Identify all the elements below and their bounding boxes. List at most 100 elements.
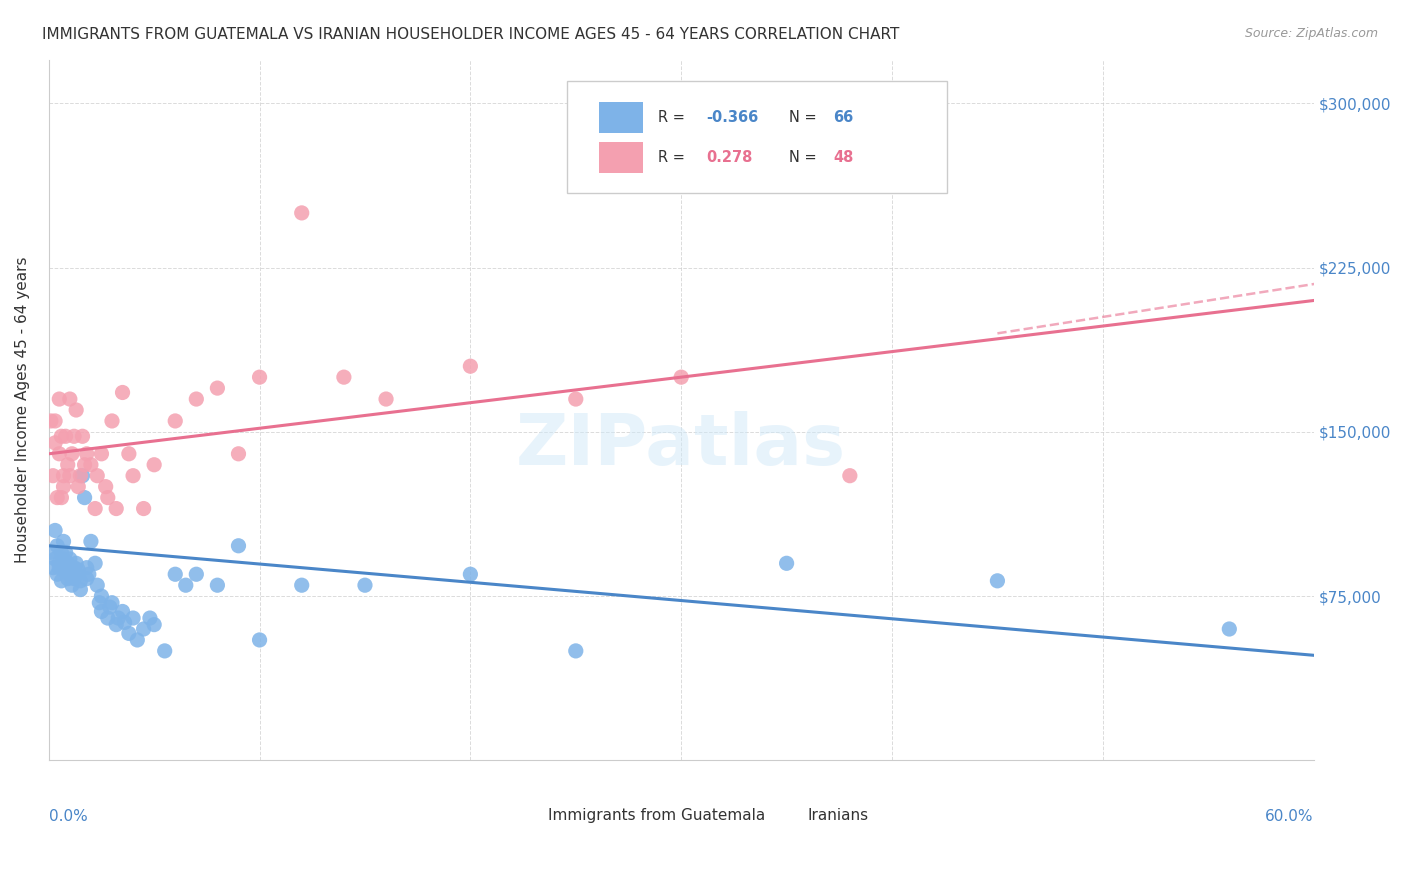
Point (86, 578, 108, 592)
Point (111, 385, 134, 400)
Bar (599, 102, 644, 133)
Point (460, 567, 482, 582)
Bar (505, 803, 536, 830)
Point (186, 392, 208, 406)
Point (80, 534, 103, 549)
Text: IMMIGRANTS FROM GUATEMALA VS IRANIAN HOUSEHOLDER INCOME AGES 45 - 64 YEARS CORRE: IMMIGRANTS FROM GUATEMALA VS IRANIAN HOU… (42, 27, 900, 42)
Point (333, 370, 356, 384)
Text: 0.278: 0.278 (706, 150, 752, 165)
Point (90, 447, 112, 461)
Point (111, 605, 134, 619)
Point (291, 578, 314, 592)
Point (44, 414, 66, 428)
Point (565, 392, 588, 406)
Point (107, 611, 129, 625)
Point (63, 560, 86, 574)
Text: N =: N = (789, 111, 821, 125)
Point (59, 552, 82, 566)
Point (63, 572, 86, 586)
Point (56, 557, 79, 571)
Point (65, 557, 87, 571)
Point (186, 567, 208, 582)
Point (44, 552, 66, 566)
Point (52, 563, 75, 577)
Text: 48: 48 (832, 150, 853, 165)
Point (56, 458, 79, 472)
Point (60, 563, 83, 577)
Text: Iranians: Iranians (807, 807, 869, 822)
Point (127, 632, 149, 647)
Point (72, 468, 94, 483)
Point (153, 644, 176, 658)
Point (51, 545, 73, 559)
Point (669, 370, 692, 384)
Point (139, 611, 162, 625)
Point (73, 458, 96, 472)
Point (59, 468, 82, 483)
Point (80, 458, 103, 472)
Point (59, 567, 82, 582)
Point (98, 600, 121, 615)
Point (143, 617, 166, 632)
Point (775, 557, 797, 571)
Bar (763, 803, 794, 830)
Point (207, 578, 229, 592)
Text: N =: N = (789, 150, 821, 165)
Point (143, 458, 166, 472)
Point (76, 447, 98, 461)
Text: Source: ZipAtlas.com: Source: ZipAtlas.com (1244, 27, 1378, 40)
Point (51, 574, 73, 588)
Text: ZIPatlas: ZIPatlas (516, 410, 846, 480)
Point (1218, 622, 1240, 636)
Point (105, 617, 128, 632)
Point (73, 491, 96, 505)
Point (46, 539, 69, 553)
Point (56, 572, 79, 586)
Point (52, 480, 75, 494)
Point (39, 545, 62, 559)
Point (565, 644, 588, 658)
Point (51, 491, 73, 505)
Point (60, 578, 83, 592)
Bar (599, 142, 644, 173)
Point (48, 560, 70, 574)
Point (67, 480, 90, 494)
Point (375, 392, 398, 406)
Point (48, 557, 70, 571)
Point (118, 626, 141, 640)
Point (42, 560, 65, 574)
Point (55, 429, 77, 443)
Point (84, 557, 107, 571)
Point (228, 539, 250, 553)
Point (101, 414, 124, 428)
Text: Immigrants from Guatemala: Immigrants from Guatemala (548, 807, 766, 822)
Point (460, 359, 482, 374)
Point (118, 447, 141, 461)
Y-axis label: Householder Income Ages 45 - 64 years: Householder Income Ages 45 - 64 years (15, 257, 30, 563)
Point (76, 572, 98, 586)
Point (65, 567, 87, 582)
Point (90, 605, 112, 619)
Point (46, 567, 69, 582)
Point (72, 429, 94, 443)
Point (90, 589, 112, 603)
Point (249, 632, 271, 647)
Point (39, 414, 62, 428)
Point (67, 563, 90, 577)
Point (55, 560, 77, 574)
Point (114, 615, 136, 630)
Point (105, 501, 128, 516)
Point (132, 622, 155, 636)
Point (44, 524, 66, 538)
Point (42, 468, 65, 483)
Point (101, 596, 124, 610)
Point (165, 567, 187, 582)
Point (69, 582, 91, 597)
Point (228, 447, 250, 461)
Point (77, 567, 100, 582)
Point (207, 381, 229, 395)
Point (132, 501, 155, 516)
Point (89, 596, 111, 610)
Point (84, 501, 107, 516)
Point (97, 491, 120, 505)
